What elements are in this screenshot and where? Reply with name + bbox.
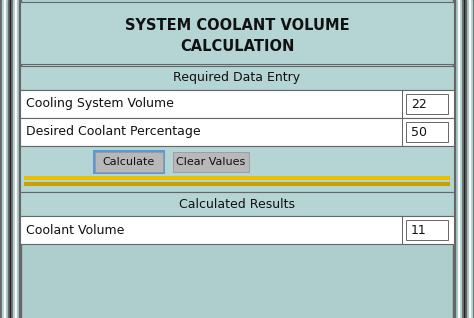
Bar: [463, 0, 464, 318]
Bar: [20, 118, 454, 146]
Bar: [173, 152, 249, 172]
Text: Required Data Entry: Required Data Entry: [173, 72, 301, 85]
Bar: [402, 118, 403, 146]
Text: SYSTEM COOLANT VOLUME: SYSTEM COOLANT VOLUME: [125, 18, 349, 33]
Bar: [11, 0, 13, 318]
Bar: [406, 94, 448, 114]
Bar: [406, 220, 448, 240]
Bar: [6, 0, 8, 318]
Bar: [10, 0, 11, 318]
Text: Clear Values: Clear Values: [176, 157, 246, 167]
Bar: [20, 146, 454, 192]
Text: Coolant Volume: Coolant Volume: [26, 224, 124, 237]
Bar: [20, 2, 454, 64]
Bar: [402, 216, 403, 244]
Bar: [455, 0, 457, 318]
Text: CALCULATION: CALCULATION: [180, 39, 294, 54]
Bar: [406, 122, 448, 142]
Text: 11: 11: [411, 224, 427, 237]
Bar: [453, 0, 455, 318]
Bar: [20, 216, 454, 244]
Text: Calculated Results: Calculated Results: [179, 197, 295, 211]
Text: 50: 50: [411, 126, 427, 139]
Bar: [17, 0, 19, 318]
Bar: [468, 0, 470, 318]
Text: Desired Coolant Percentage: Desired Coolant Percentage: [26, 126, 201, 139]
Bar: [464, 0, 466, 318]
Bar: [470, 0, 472, 318]
Bar: [24, 176, 450, 180]
Bar: [8, 0, 10, 318]
Text: Cooling System Volume: Cooling System Volume: [26, 98, 174, 110]
Bar: [0, 0, 2, 318]
Bar: [459, 0, 461, 318]
Bar: [24, 182, 450, 186]
Bar: [4, 0, 6, 318]
Bar: [20, 90, 454, 118]
Bar: [466, 0, 468, 318]
Bar: [20, 192, 454, 216]
Bar: [95, 152, 163, 172]
Bar: [19, 0, 21, 318]
Bar: [20, 66, 454, 90]
Bar: [457, 0, 459, 318]
Text: Calculate: Calculate: [103, 157, 155, 167]
Text: 22: 22: [411, 98, 427, 110]
Bar: [472, 0, 474, 318]
Bar: [15, 0, 17, 318]
Bar: [2, 0, 4, 318]
Bar: [461, 0, 463, 318]
Bar: [93, 150, 165, 174]
Bar: [13, 0, 15, 318]
Bar: [402, 90, 403, 118]
